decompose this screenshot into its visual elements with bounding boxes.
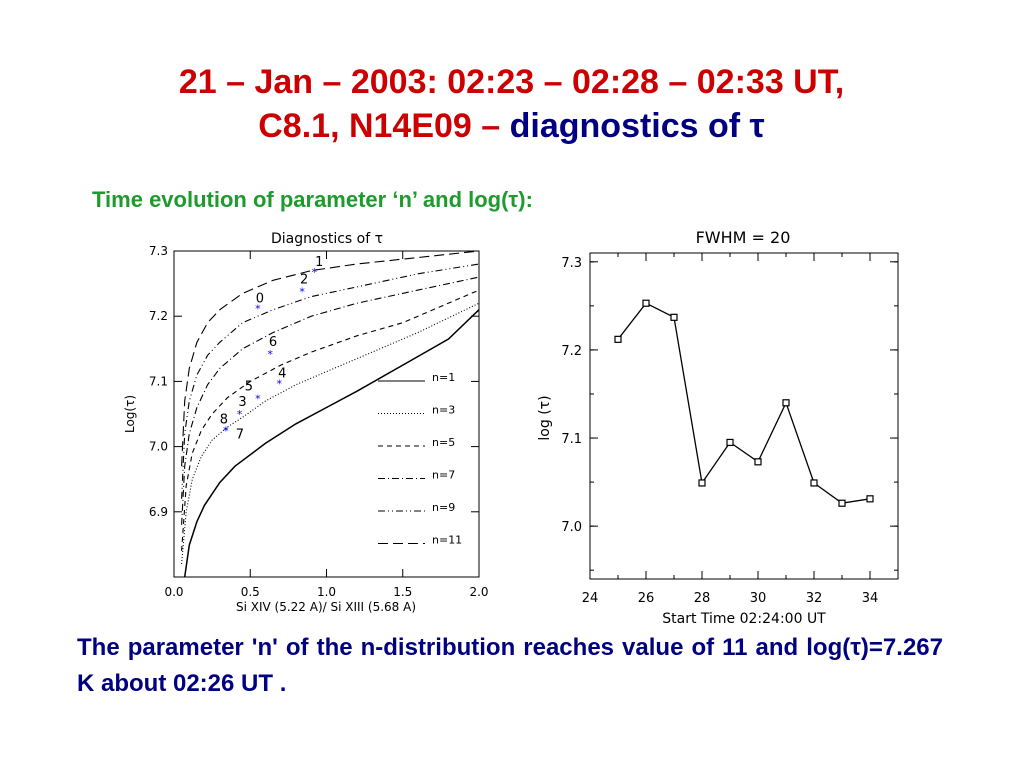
data-point bbox=[782, 399, 790, 407]
observation-label: 0 bbox=[256, 291, 264, 306]
y-tick-label: 7.1 bbox=[561, 432, 582, 447]
x-axis-label: Si XIV (5.22 A)/ Si XIII (5.68 A) bbox=[236, 600, 416, 614]
y-tick-label: 7.0 bbox=[149, 440, 168, 454]
y-ticks: 7.0 7.1 7.2 7.3 bbox=[561, 256, 898, 571]
slide-title-line-2: C8.1, N14E09 – diagnostics of τ bbox=[0, 104, 1023, 148]
title-flare-info: C8.1, N14E09 – bbox=[258, 107, 510, 145]
x-tick-label: 24 bbox=[582, 591, 599, 606]
observation-label: 6 bbox=[269, 335, 277, 350]
data-point bbox=[866, 495, 874, 503]
data-point bbox=[670, 313, 678, 321]
x-tick-label: 28 bbox=[694, 591, 711, 606]
series-line-n=9 bbox=[181, 263, 480, 499]
x-axis-label: Start Time 02:24:00 UT bbox=[662, 611, 826, 627]
series-line-n=5 bbox=[181, 289, 480, 551]
legend-label: n=3 bbox=[432, 404, 455, 417]
data-point bbox=[698, 479, 706, 487]
observation-point: * bbox=[255, 392, 261, 405]
observation-label: 7 bbox=[236, 427, 244, 442]
x-tick-label: 1.5 bbox=[393, 585, 412, 599]
data-point bbox=[838, 499, 846, 507]
series-line-n=1 bbox=[183, 309, 480, 578]
series-line-n=7 bbox=[181, 276, 480, 525]
data-point bbox=[614, 335, 622, 343]
observation-label: 2 bbox=[300, 272, 308, 287]
observation-label: 5 bbox=[245, 379, 253, 394]
observation-point: * bbox=[223, 424, 229, 437]
x-tick-label: 34 bbox=[862, 591, 879, 606]
observation-label: 1 bbox=[315, 255, 323, 270]
y-ticks: 6.9 7.0 7.1 7.2 7.3 bbox=[149, 244, 479, 519]
x-ticks: 24 26 28 30 32 34 bbox=[582, 253, 899, 606]
y-axis-label: Log(τ) bbox=[123, 395, 137, 433]
plot-frame bbox=[589, 252, 899, 580]
legend: n=1 n=3 n=5 n=7 n=9 n=11 bbox=[378, 371, 462, 547]
legend-label: n=7 bbox=[432, 469, 455, 482]
observation-label: 3 bbox=[238, 395, 246, 410]
series-line bbox=[617, 302, 871, 504]
observation-point: * bbox=[267, 348, 273, 361]
series-line-n=11 bbox=[181, 250, 480, 467]
legend-label: n=9 bbox=[432, 501, 455, 514]
data-point bbox=[754, 458, 762, 466]
legend-label: n=1 bbox=[432, 371, 455, 384]
y-tick-label: 7.0 bbox=[561, 520, 582, 535]
data-point bbox=[810, 479, 818, 487]
slide-caption: The parameter 'n' of the n-distribution … bbox=[77, 634, 943, 697]
y-axis-label: log (τ) bbox=[537, 395, 553, 440]
x-tick-label: 26 bbox=[638, 591, 655, 606]
series-lines bbox=[614, 299, 874, 507]
y-tick-label: 7.2 bbox=[149, 309, 168, 323]
y-tick-label: 6.9 bbox=[149, 505, 168, 519]
observation-label: 4 bbox=[278, 366, 286, 381]
chart-title: FWHM = 20 bbox=[696, 228, 791, 247]
title-diagnostics: diagnostics of τ bbox=[509, 107, 765, 145]
y-tick-label: 7.1 bbox=[149, 374, 168, 388]
series-lines bbox=[181, 250, 480, 578]
x-tick-label: 0.5 bbox=[241, 585, 260, 599]
chart-title: Diagnostics of τ bbox=[271, 231, 383, 247]
observation-point: * bbox=[312, 266, 318, 279]
legend-label: n=5 bbox=[432, 436, 455, 449]
x-tick-label: 2.0 bbox=[469, 585, 488, 599]
slide-title-line-1: 21 – Jan – 2003: 02:23 – 02:28 – 02:33 U… bbox=[178, 63, 845, 101]
y-tick-label: 7.2 bbox=[561, 344, 582, 359]
x-ticks: 0.0 0.5 1.0 1.5 2.0 bbox=[164, 251, 489, 599]
data-point bbox=[726, 438, 734, 447]
legend-label: n=11 bbox=[432, 534, 462, 547]
x-tick-label: 30 bbox=[750, 591, 767, 606]
y-tick-label: 7.3 bbox=[561, 256, 582, 271]
y-tick-label: 7.3 bbox=[149, 244, 168, 258]
x-tick-label: 1.0 bbox=[317, 585, 336, 599]
observation-point: * bbox=[276, 377, 282, 390]
observation-point: * bbox=[223, 424, 229, 437]
observation-point: * bbox=[255, 302, 261, 315]
observation-label: 8 bbox=[220, 412, 228, 427]
observation-point: * bbox=[299, 285, 305, 298]
observation-points: *1*2*0*6*4*5*3*8* 7 bbox=[220, 255, 324, 442]
x-tick-label: 0.0 bbox=[164, 585, 183, 599]
observation-point: * bbox=[237, 408, 243, 421]
slide-subtitle: Time evolution of parameter ‘n’ and log(… bbox=[92, 187, 533, 212]
data-point bbox=[642, 299, 650, 307]
x-tick-label: 32 bbox=[806, 591, 823, 606]
